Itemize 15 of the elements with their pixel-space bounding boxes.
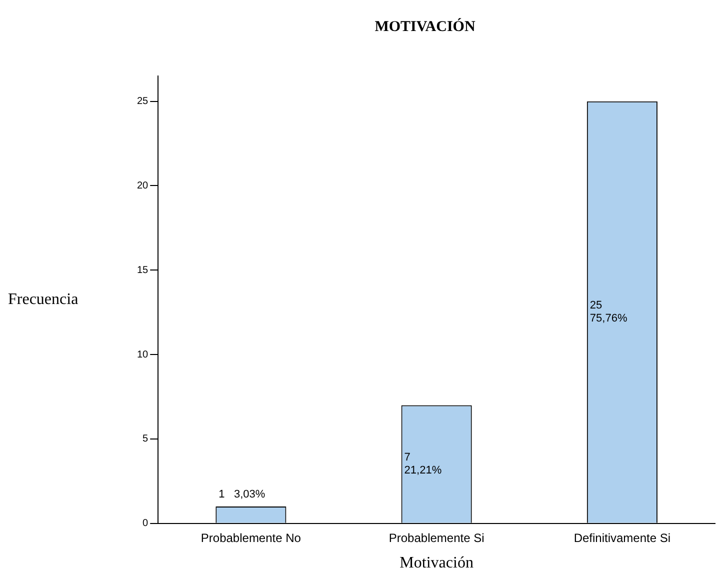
y-tick-label: 10 [137,349,149,360]
y-tick-label: 25 [137,96,149,108]
data-label: 25 75,76% [590,300,628,325]
data-label: 1 3,03% [218,488,266,501]
y-tick-label: 20 [137,180,149,192]
x-tick-label: Probablemente Si [388,530,484,545]
y-axis-title: Frecuencia [8,290,78,308]
x-tick-label: Probablemente No [200,530,302,545]
y-tick-label: 5 [142,434,149,445]
data-label: 7 21,21% [404,452,442,477]
x-axis-title: Motivación [400,554,474,572]
y-tick-label: 0 [142,518,149,530]
x-tick-label: Definitivamente Si [574,530,671,545]
y-tick-label: 15 [137,264,149,276]
chart-title: MOTIVACIÓN [374,18,476,35]
